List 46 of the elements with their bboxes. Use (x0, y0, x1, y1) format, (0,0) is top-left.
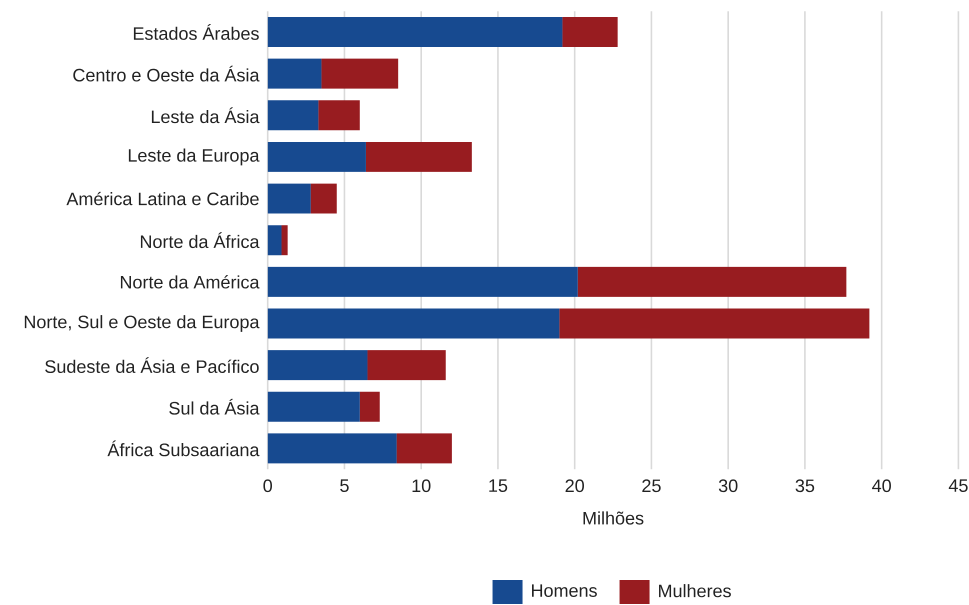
bar (321, 58, 398, 89)
x-tick-label: 15 (489, 479, 508, 492)
y-tick-label: Norte da América (120, 275, 260, 289)
y-tick-label: Leste da Europa (128, 148, 260, 166)
bar (366, 142, 472, 172)
y-tick-label: Sul da Ásia (169, 398, 260, 415)
y-tick-label: Norte, Sul e Oeste da Europa (24, 315, 260, 332)
y-tick-label: Norte da África (140, 232, 260, 248)
legend-label: Mulheres (659, 584, 731, 598)
x-tick-label: 40 (872, 479, 891, 492)
bar (268, 17, 562, 48)
bar (268, 266, 578, 297)
x-axis-title: Milhões (584, 511, 644, 525)
y-tick-label: América Latina e Caribe (66, 192, 259, 206)
bar (268, 142, 366, 172)
y-tick-label: Estados Árabes (134, 24, 259, 40)
bar (268, 58, 322, 89)
x-tick-label: 35 (796, 479, 814, 492)
y-tick-label: Leste da Ásia (152, 107, 260, 124)
x-tick-label: 25 (642, 479, 661, 492)
x-tick-label: 30 (718, 479, 738, 492)
bar (310, 184, 337, 214)
bar (268, 100, 318, 130)
bar (268, 308, 560, 338)
bar (268, 225, 282, 256)
y-tick-label: Centro e Oeste da Ásia (73, 66, 260, 82)
bar (268, 433, 397, 464)
bar (268, 184, 311, 214)
bar (562, 17, 618, 48)
bar (559, 308, 870, 338)
bar (396, 433, 452, 464)
bar (578, 266, 846, 297)
legend-label: Homens (532, 584, 597, 597)
x-tick-label: 0 (263, 479, 272, 492)
bar (318, 100, 360, 130)
x-tick-label: 45 (948, 479, 968, 492)
x-tick-label: 20 (566, 479, 584, 492)
bar (268, 392, 360, 422)
bar (360, 392, 380, 422)
y-tick-label: África Subsaariana (107, 440, 260, 456)
y-tick-label: Sudeste da Ásia e Pacífico (45, 357, 259, 374)
bar (367, 350, 446, 380)
x-tick-label: 5 (340, 479, 349, 492)
bar (282, 225, 288, 256)
bar (268, 350, 368, 380)
x-tick-label: 10 (412, 479, 430, 492)
